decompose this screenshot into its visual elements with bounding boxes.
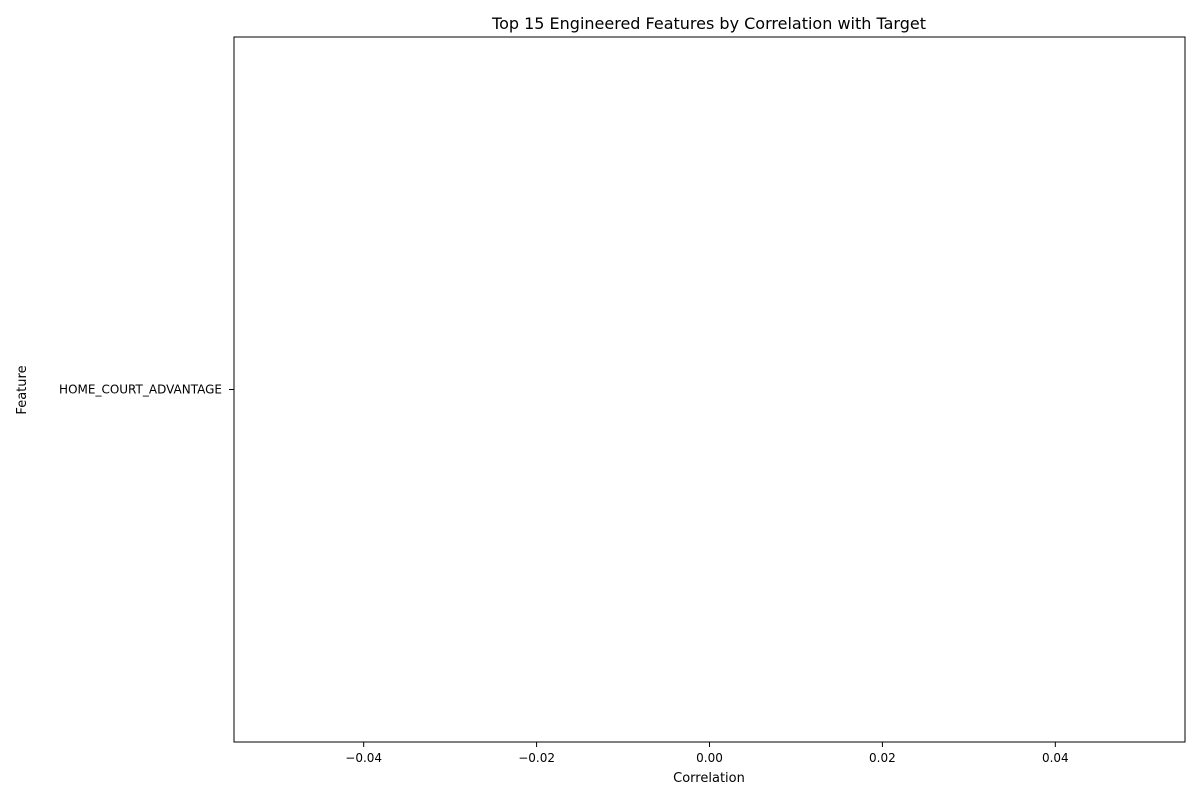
- y-axis-label: Feature: [15, 365, 30, 414]
- x-tick-label: −0.04: [345, 751, 382, 765]
- x-tick-label: 0.02: [869, 751, 896, 765]
- plot-frame: [233, 36, 1186, 743]
- x-axis-ticks: −0.04 −0.02 0.00 0.02 0.04: [345, 742, 1069, 765]
- x-tick-label: −0.02: [518, 751, 555, 765]
- x-tick-label: 0.00: [696, 751, 723, 765]
- chart-title: Top 15 Engineered Features by Correlatio…: [491, 14, 926, 33]
- y-tick-label: HOME_COURT_ADVANTAGE: [59, 383, 222, 397]
- x-tick-label: 0.04: [1042, 751, 1069, 765]
- y-axis-ticks: HOME_COURT_ADVANTAGE: [59, 383, 234, 397]
- x-axis-label: Correlation: [673, 771, 745, 786]
